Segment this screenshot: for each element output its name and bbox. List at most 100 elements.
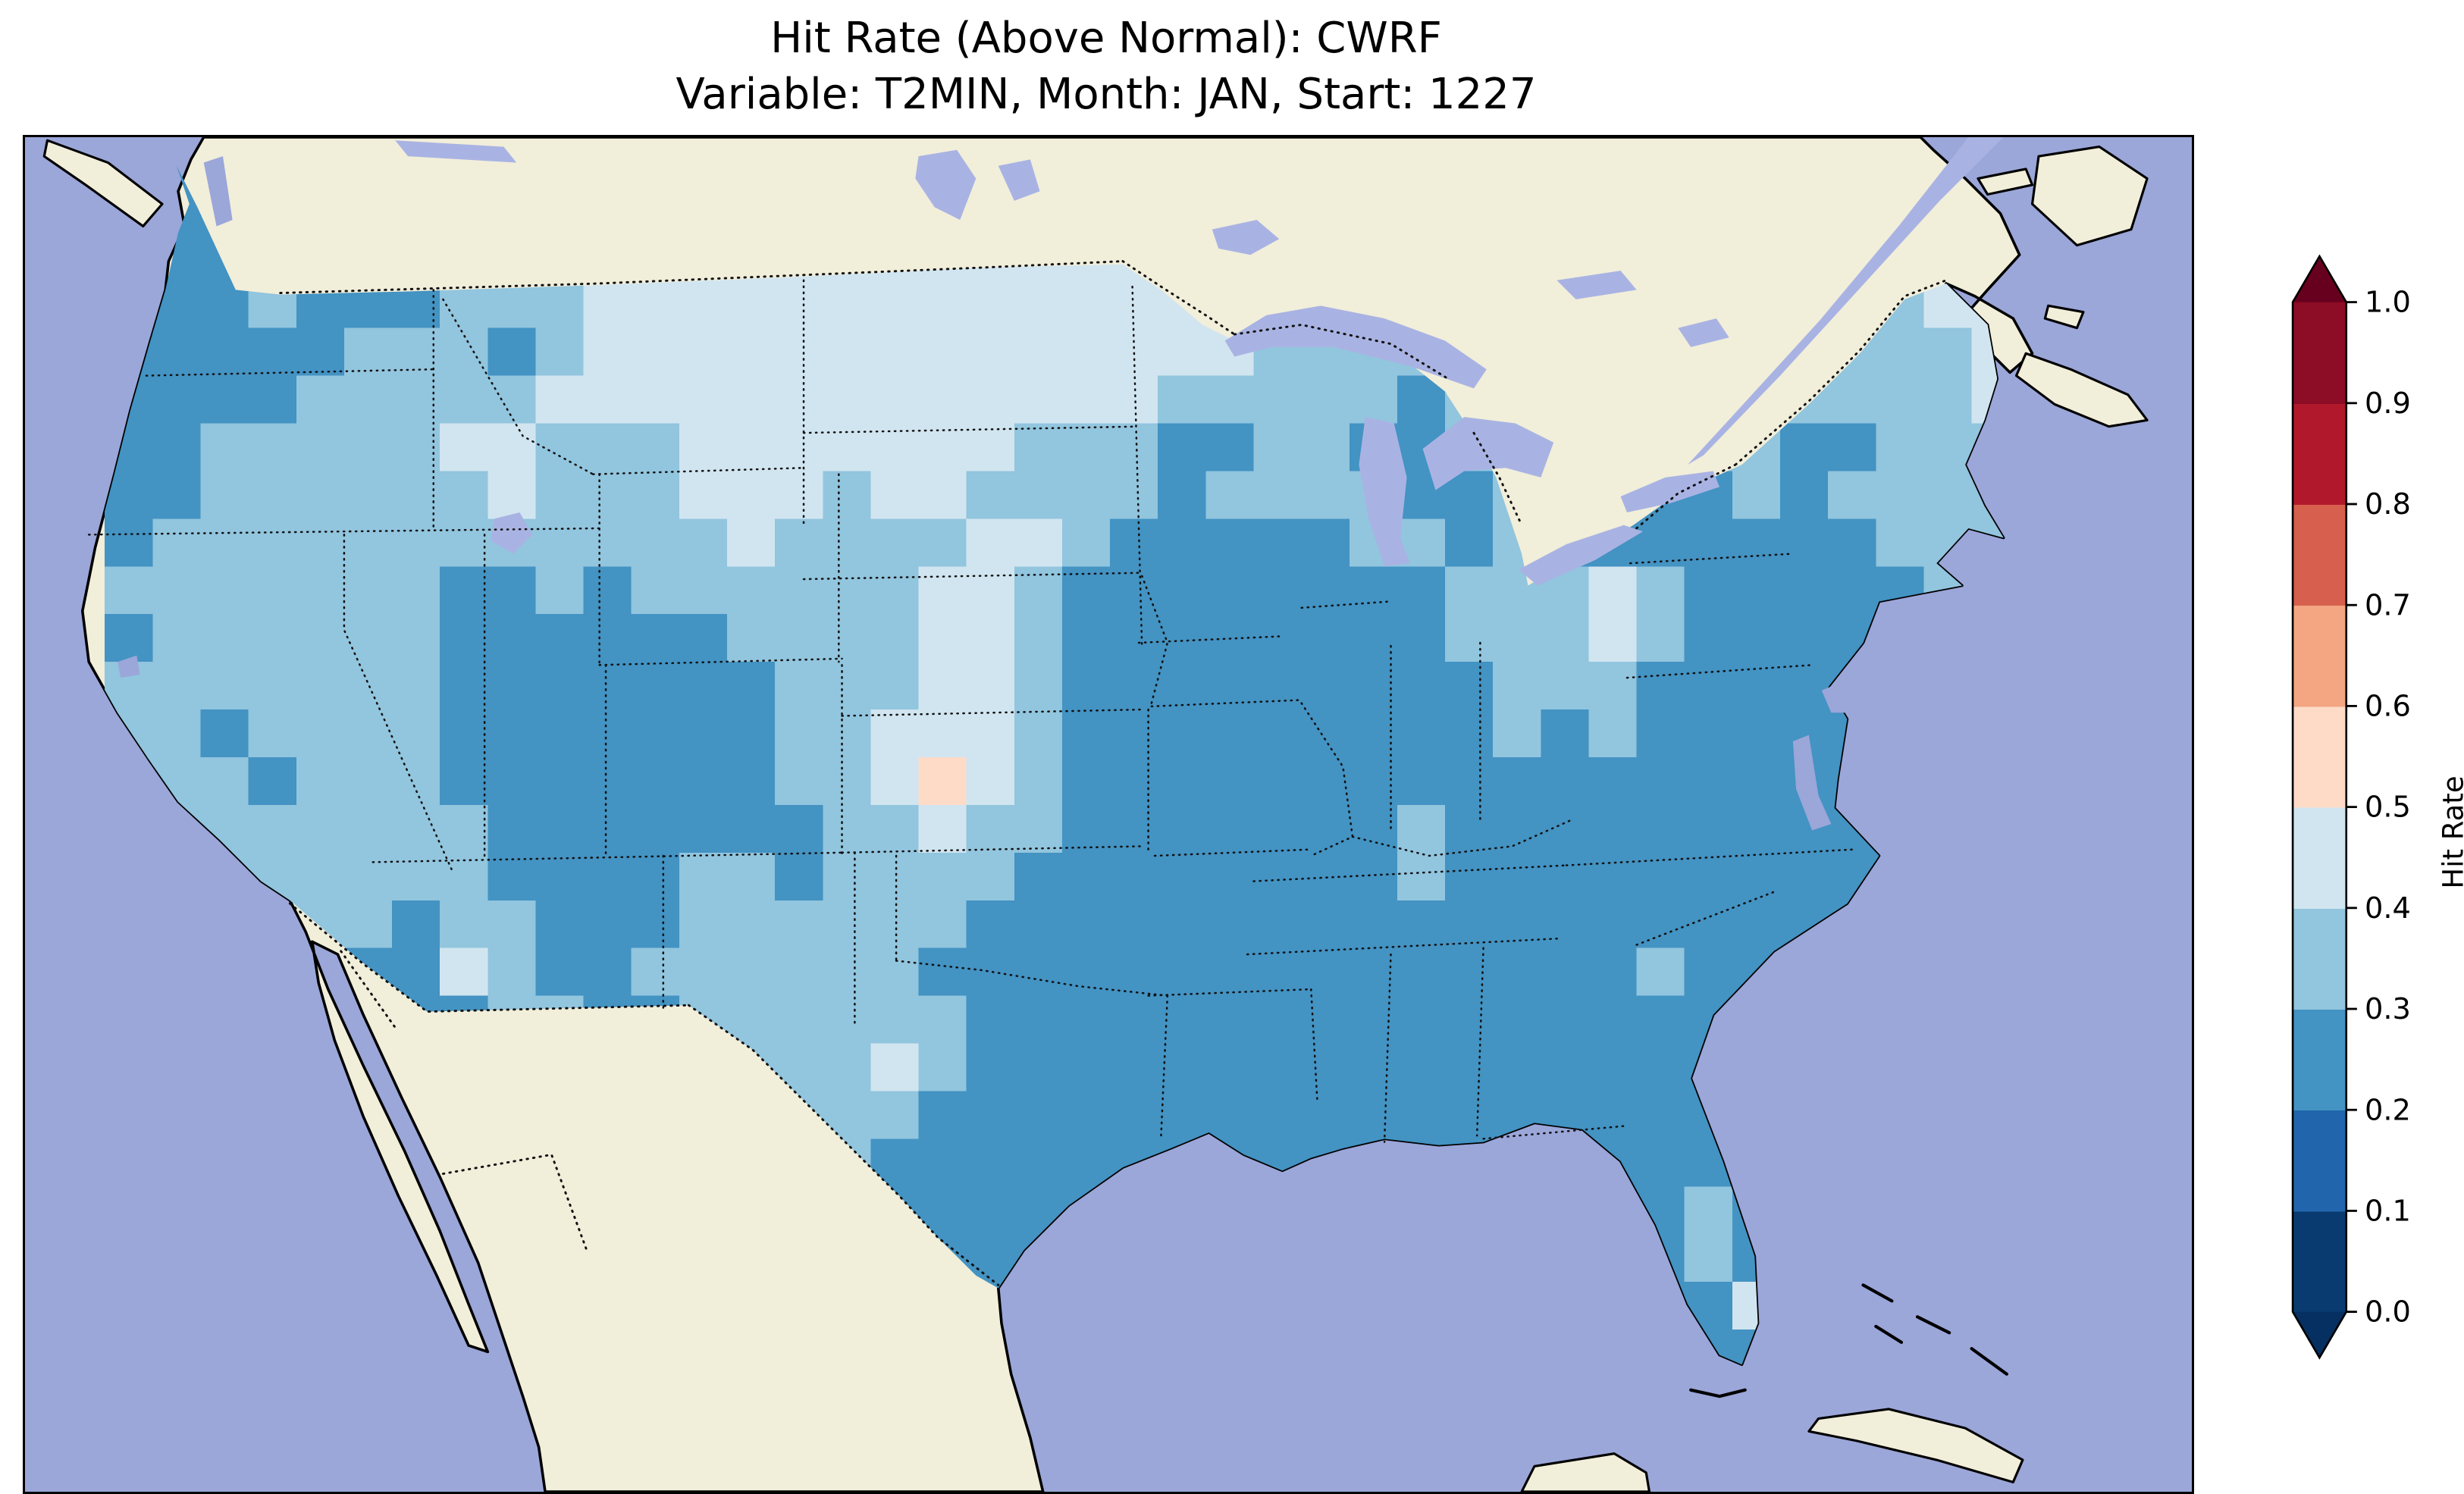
hit-rate-cell xyxy=(296,852,346,902)
hit-rate-cell xyxy=(1110,1091,1159,1140)
hit-rate-cell xyxy=(1205,375,1255,424)
hit-rate-cell xyxy=(392,756,441,807)
hit-rate-cell xyxy=(918,1139,967,1188)
hit-rate-cell xyxy=(1158,804,1207,854)
hit-rate-cell xyxy=(1205,1043,1255,1092)
hit-rate-cell xyxy=(1684,756,1734,807)
hit-rate-cell xyxy=(1923,327,1973,377)
hit-rate-cell xyxy=(1253,709,1303,759)
great-lakes xyxy=(491,305,1720,586)
hit-rate-cell xyxy=(1684,614,1734,663)
hit-rate-cell xyxy=(1636,566,1686,615)
hit-rate-cell xyxy=(1732,614,1782,663)
hit-rate-cell xyxy=(823,518,872,568)
hit-rate-cell xyxy=(1158,662,1207,711)
colorbar-tick-label: 0.4 xyxy=(2365,891,2411,926)
hit-rate-cell xyxy=(1061,1091,1111,1140)
hit-rate-cell xyxy=(1780,614,1829,663)
hit-rate-cell xyxy=(775,852,824,902)
hit-rate-cell xyxy=(1732,662,1782,711)
hit-rate-cell xyxy=(918,375,967,424)
hit-rate-cell xyxy=(1349,852,1399,902)
hit-rate-cell xyxy=(1110,947,1159,997)
hit-rate-cell xyxy=(775,566,824,615)
hit-rate-cell xyxy=(392,804,441,854)
hit-rate-cell xyxy=(440,947,489,997)
hit-rate-cell xyxy=(200,327,249,377)
hit-rate-cell xyxy=(487,756,537,807)
hit-rate-cell xyxy=(823,375,872,424)
hit-rate-cell xyxy=(1301,947,1351,997)
hit-rate-cell xyxy=(1253,900,1303,949)
hit-rate-cell xyxy=(1493,709,1542,759)
hit-rate-cell xyxy=(1205,947,1255,997)
hit-rate-cell xyxy=(535,614,585,663)
colorbar-tick-label: 0.5 xyxy=(2365,791,2411,825)
hit-rate-cell xyxy=(487,375,537,424)
hit-rate-cell xyxy=(487,566,537,615)
hit-rate-cell xyxy=(1061,375,1111,424)
hit-rate-cell xyxy=(583,709,632,759)
lake-ontario xyxy=(1620,471,1720,512)
hit-rate-cell xyxy=(727,375,776,424)
hit-rate-cell xyxy=(343,423,393,472)
hit-rate-cell xyxy=(1061,1139,1111,1188)
hit-rate-cell xyxy=(1253,947,1303,997)
hit-rate-cell xyxy=(1541,662,1590,711)
hit-rate-cell xyxy=(1349,804,1399,854)
hit-rate-cell xyxy=(1110,614,1159,663)
hit-rate-cell xyxy=(870,375,920,424)
hit-rate-cell xyxy=(1828,375,1877,424)
hit-rate-cell xyxy=(535,566,585,615)
hit-rate-cell xyxy=(966,327,1016,377)
hit-rate-cell xyxy=(1828,566,1877,615)
hit-rate-cell xyxy=(583,375,632,424)
hit-rate-cell xyxy=(1014,756,1064,807)
hit-rate-cell xyxy=(966,1091,1016,1140)
hit-rate-cell xyxy=(1014,518,1064,568)
hit-rate-cell xyxy=(1445,900,1494,949)
hit-rate-cell xyxy=(583,327,632,377)
hit-rate-cell xyxy=(1732,900,1782,949)
hit-rate-cell xyxy=(1397,804,1447,854)
hit-rate-cell xyxy=(1061,900,1111,949)
hit-rate-cell xyxy=(1684,852,1734,902)
hit-rate-cell xyxy=(392,566,441,615)
hit-rate-cell xyxy=(775,709,824,759)
hit-rate-cell xyxy=(296,804,346,854)
colorbar-label: Hit Rate xyxy=(2437,775,2464,889)
hit-rate-cell xyxy=(1253,423,1303,472)
colorbar-tick-label: 0.2 xyxy=(2365,1093,2411,1127)
hit-rate-cell xyxy=(1014,375,1064,424)
hit-rate-cell xyxy=(535,756,585,807)
hit-rate-cell xyxy=(1110,1043,1159,1092)
hit-rate-cell xyxy=(1684,566,1734,615)
hit-rate-cell xyxy=(1397,614,1447,663)
hit-rate-cell xyxy=(1110,280,1159,329)
hit-rate-cell xyxy=(1397,852,1447,902)
hit-rate-cell xyxy=(343,518,393,568)
hit-rate-cell xyxy=(1780,518,1829,568)
hit-rate-cell xyxy=(1636,947,1686,997)
hit-rate-cell xyxy=(440,423,489,472)
hit-rate-cell xyxy=(535,709,585,759)
hit-rate-cell xyxy=(727,327,776,377)
hit-rate-cell xyxy=(296,518,346,568)
hit-rate-cell xyxy=(1828,423,1877,472)
colorbar-over-arrow xyxy=(2293,256,2346,302)
hit-rate-cell xyxy=(823,423,872,472)
hit-rate-cell xyxy=(296,327,346,377)
hit-rate-cell xyxy=(1923,375,1973,424)
hit-rate-cell xyxy=(1732,471,1782,520)
hit-rate-cell xyxy=(1014,471,1064,520)
hit-rate-cell xyxy=(535,852,585,902)
hit-rate-cell xyxy=(631,327,681,377)
hit-rate-cell xyxy=(1110,709,1159,759)
hit-rate-cell xyxy=(1636,1139,1686,1188)
hit-rate-cell xyxy=(727,423,776,472)
hit-rate-cell xyxy=(440,614,489,663)
hit-rate-cell xyxy=(200,709,249,759)
hit-rate-cell xyxy=(1636,662,1686,711)
hit-rate-cell xyxy=(343,852,393,902)
yucatan xyxy=(1520,1452,1651,1492)
